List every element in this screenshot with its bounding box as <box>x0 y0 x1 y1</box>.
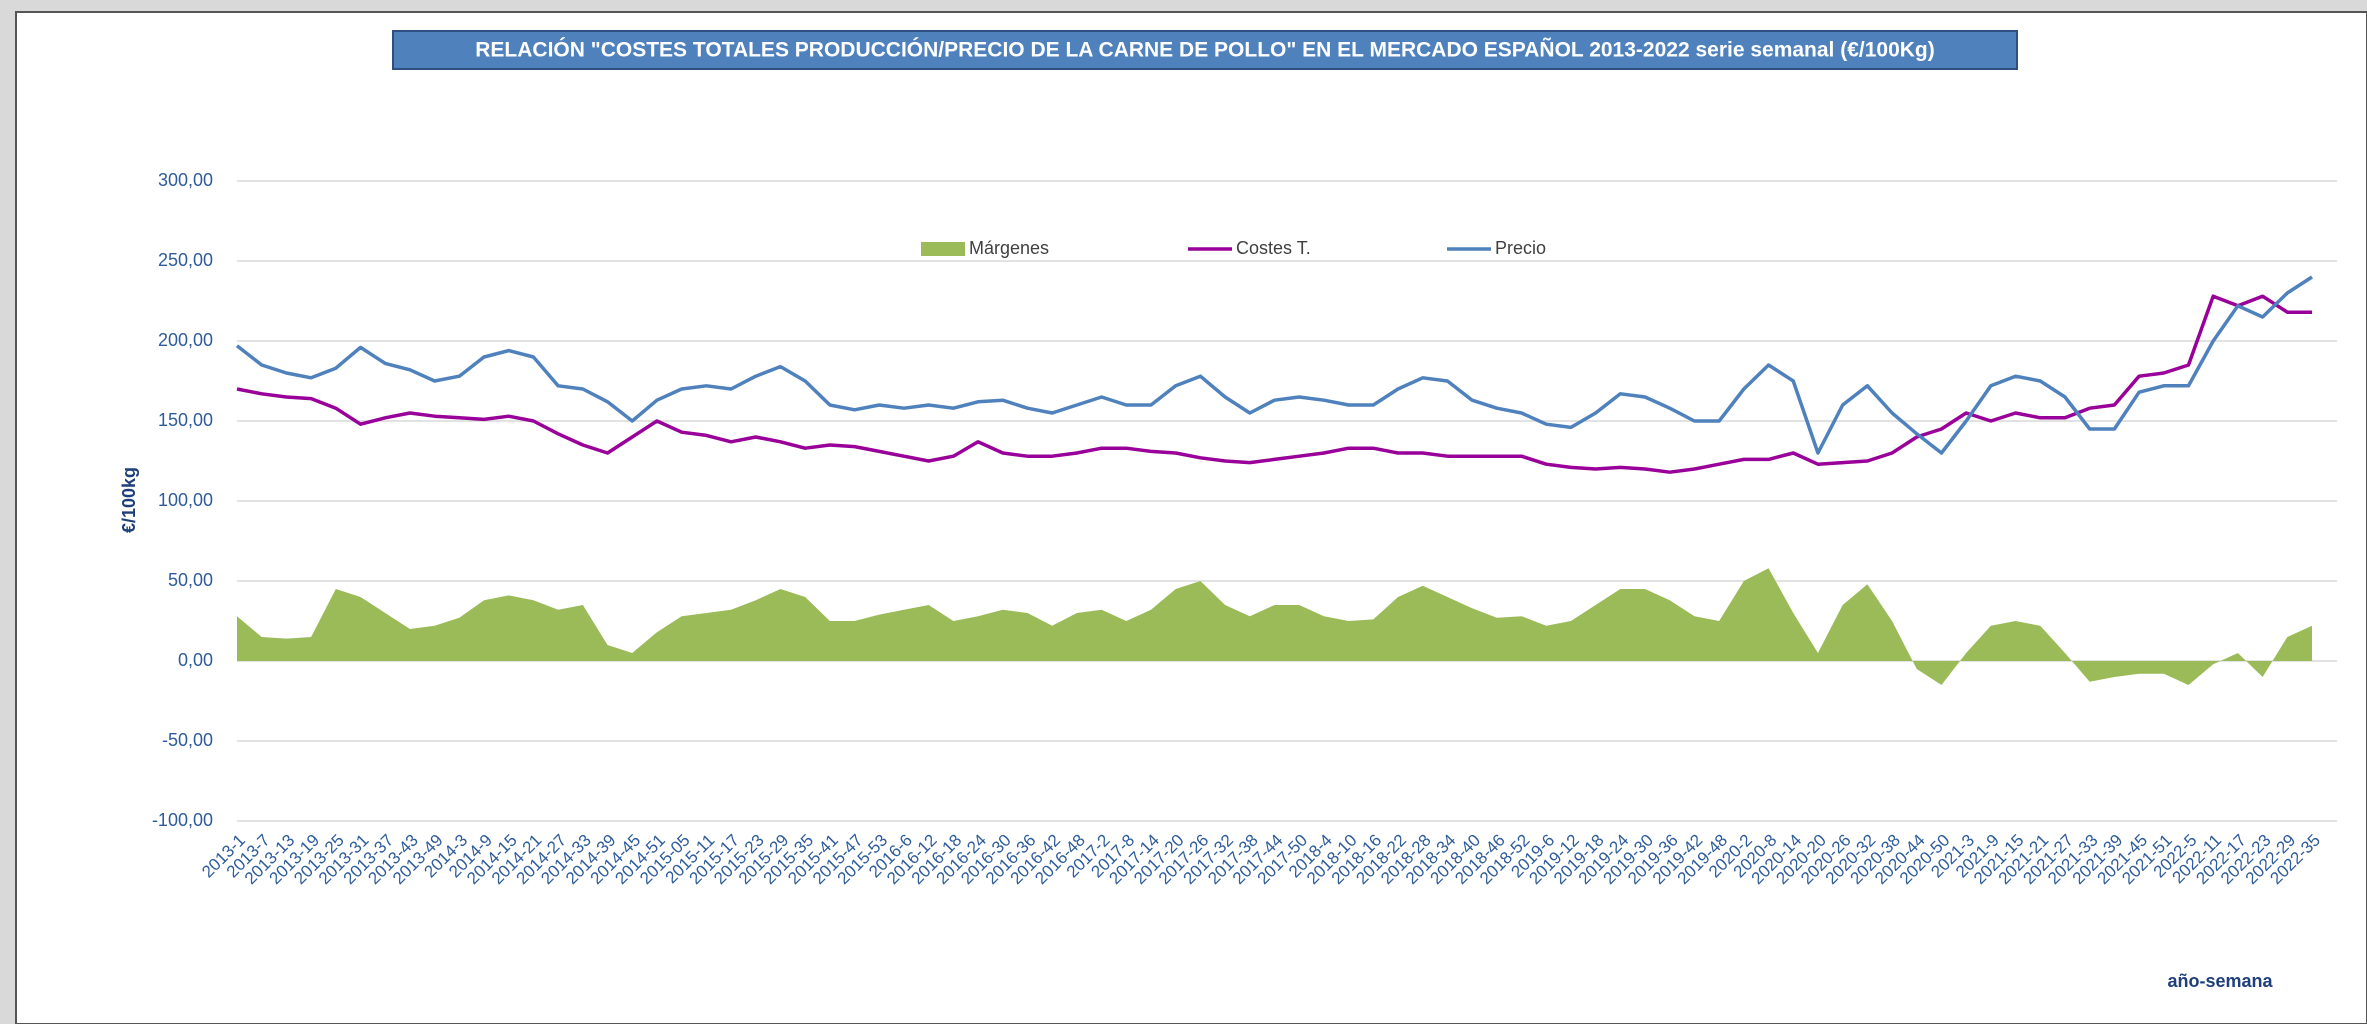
chart-title: RELACIÓN "COSTES TOTALES PRODUCCIÓN/PREC… <box>475 38 1935 62</box>
y-tick-label: 200,00 <box>158 330 213 350</box>
series-line <box>236 294 2312 474</box>
y-tick-label: 100,00 <box>158 490 213 510</box>
margin-area <box>237 568 2312 685</box>
series-line <box>235 275 2313 455</box>
y-axis-label: €/100kg <box>119 467 139 533</box>
legend-swatch <box>921 242 965 256</box>
legend-label: Márgenes <box>969 238 1049 258</box>
y-tick-label: 300,00 <box>158 170 213 190</box>
legend-label: Costes T. <box>1236 238 1311 258</box>
x-axis-label: año-semana <box>2167 971 2273 991</box>
y-tick-label: 0,00 <box>178 650 213 670</box>
title-box <box>392 30 2018 70</box>
y-tick-label: 250,00 <box>158 250 213 270</box>
y-tick-label: -50,00 <box>162 730 213 750</box>
y-tick-label: 150,00 <box>158 410 213 430</box>
legend-label: Precio <box>1495 238 1546 258</box>
y-tick-label: -100,00 <box>152 810 213 830</box>
y-tick-label: 50,00 <box>168 570 213 590</box>
